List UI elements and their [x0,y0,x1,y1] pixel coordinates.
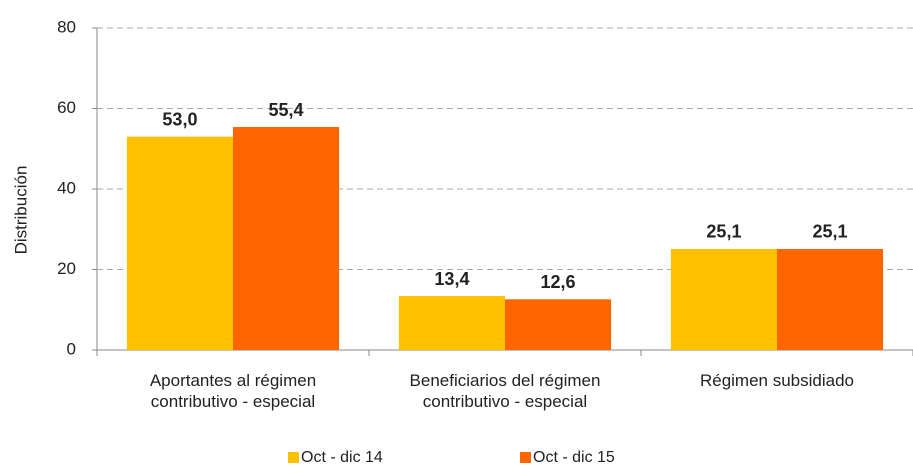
y-tick-label: 20 [57,259,76,278]
value-label: 12,6 [541,272,576,292]
bar [233,127,340,350]
x-tick-label: Régimen subsidiado [699,371,855,390]
bar [670,248,777,350]
value-label: 25,1 [706,222,741,242]
y-tick-label: 80 [57,17,76,36]
y-tick-label: 40 [57,178,76,197]
legend-swatch [520,452,531,463]
bar [398,296,505,350]
y-tick-label: 0 [67,339,76,358]
value-label: 55,4 [269,100,304,120]
bar [777,248,884,350]
x-tick-label: Beneficiarios del régimen contributivo -… [409,371,601,411]
value-label: 25,1 [813,222,848,242]
value-label: 53,0 [162,109,197,129]
y-axis-label: Distribución [11,166,30,255]
y-tick-label: 60 [57,98,76,117]
bar [126,136,233,350]
value-label: 13,4 [434,269,469,289]
x-tick-label: Aportantes al régimen contributivo - esp… [149,371,317,411]
legend-label: Oct - dic 15 [533,449,615,465]
legend-swatch [288,452,299,463]
bar [505,299,612,350]
legend-label: Oct - dic 14 [301,449,383,465]
